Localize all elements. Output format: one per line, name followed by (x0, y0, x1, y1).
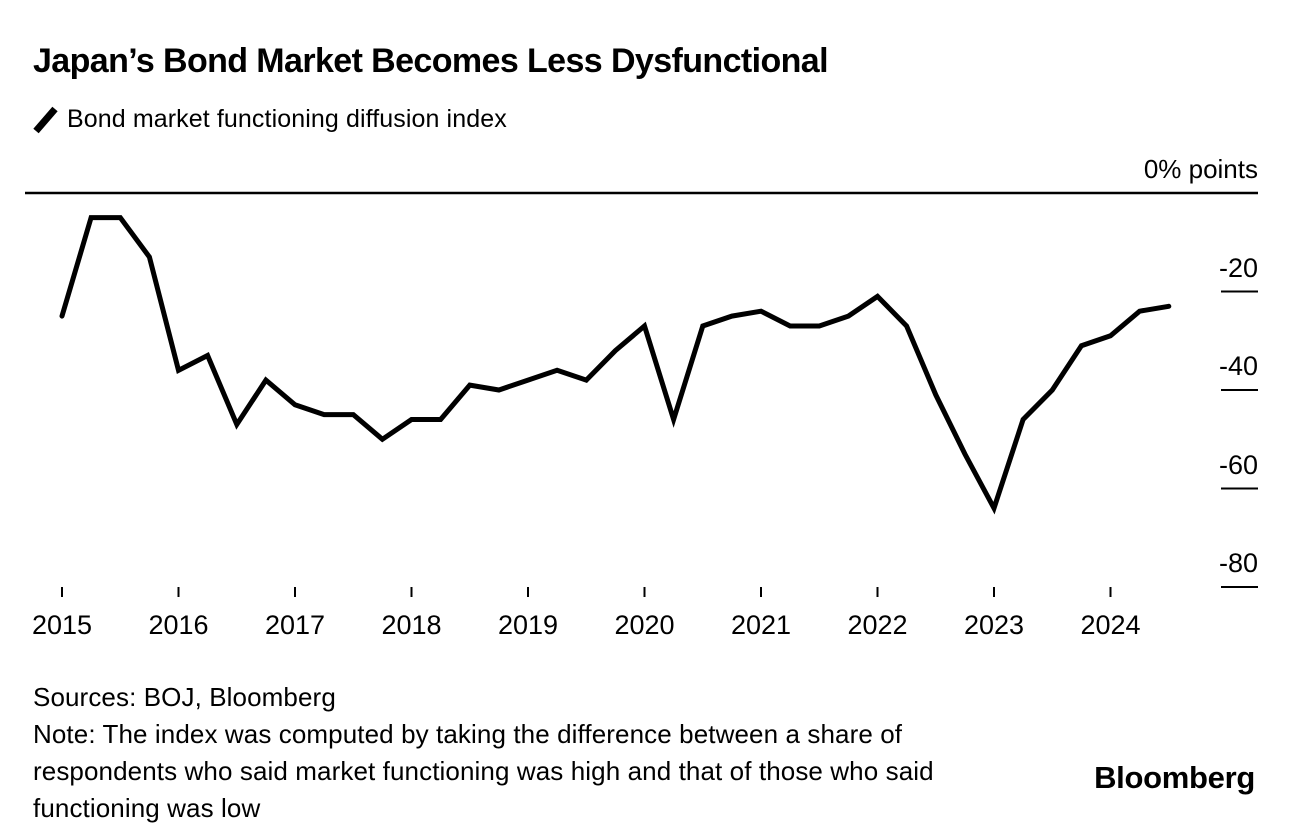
legend-label: Bond market functioning diffusion index (67, 105, 507, 133)
x-tick-label: 2022 (847, 610, 908, 640)
footer-text: Sources: BOJ, Bloomberg Note: The index … (33, 679, 993, 826)
x-tick-label: 2018 (381, 610, 442, 640)
y-axis-unit-label: 0% points (1143, 154, 1258, 184)
x-tick-label: 2019 (497, 610, 559, 640)
sources-line: Sources: BOJ, Bloomberg (33, 682, 336, 712)
legend: Bond market functioning diffusion index (33, 105, 507, 134)
line-chart-plot (25, 191, 1258, 597)
line-series-key-icon (33, 106, 58, 133)
x-tick-label: 2017 (264, 610, 326, 640)
x-tick-label: 2016 (148, 610, 209, 640)
y-tick-label: -80 (1218, 548, 1258, 578)
chart-title: Japan’s Bond Market Becomes Less Dysfunc… (33, 42, 829, 80)
y-tick-label: -20 (1218, 252, 1258, 283)
diffusion-index-line (59, 215, 1172, 515)
x-tick-label: 2015 (31, 610, 93, 640)
x-tick-label: 2023 (963, 610, 1025, 640)
y-tick-label: -40 (1218, 351, 1258, 381)
x-tick-label: 2020 (614, 610, 675, 640)
bloomberg-logo: Bloomberg (1094, 760, 1255, 795)
x-tick-label: 2021 (730, 610, 792, 640)
x-tick-label: 2024 (1080, 610, 1141, 640)
y-tick-label: -60 (1218, 449, 1258, 480)
note-line: Note: The index was computed by taking t… (33, 719, 934, 823)
